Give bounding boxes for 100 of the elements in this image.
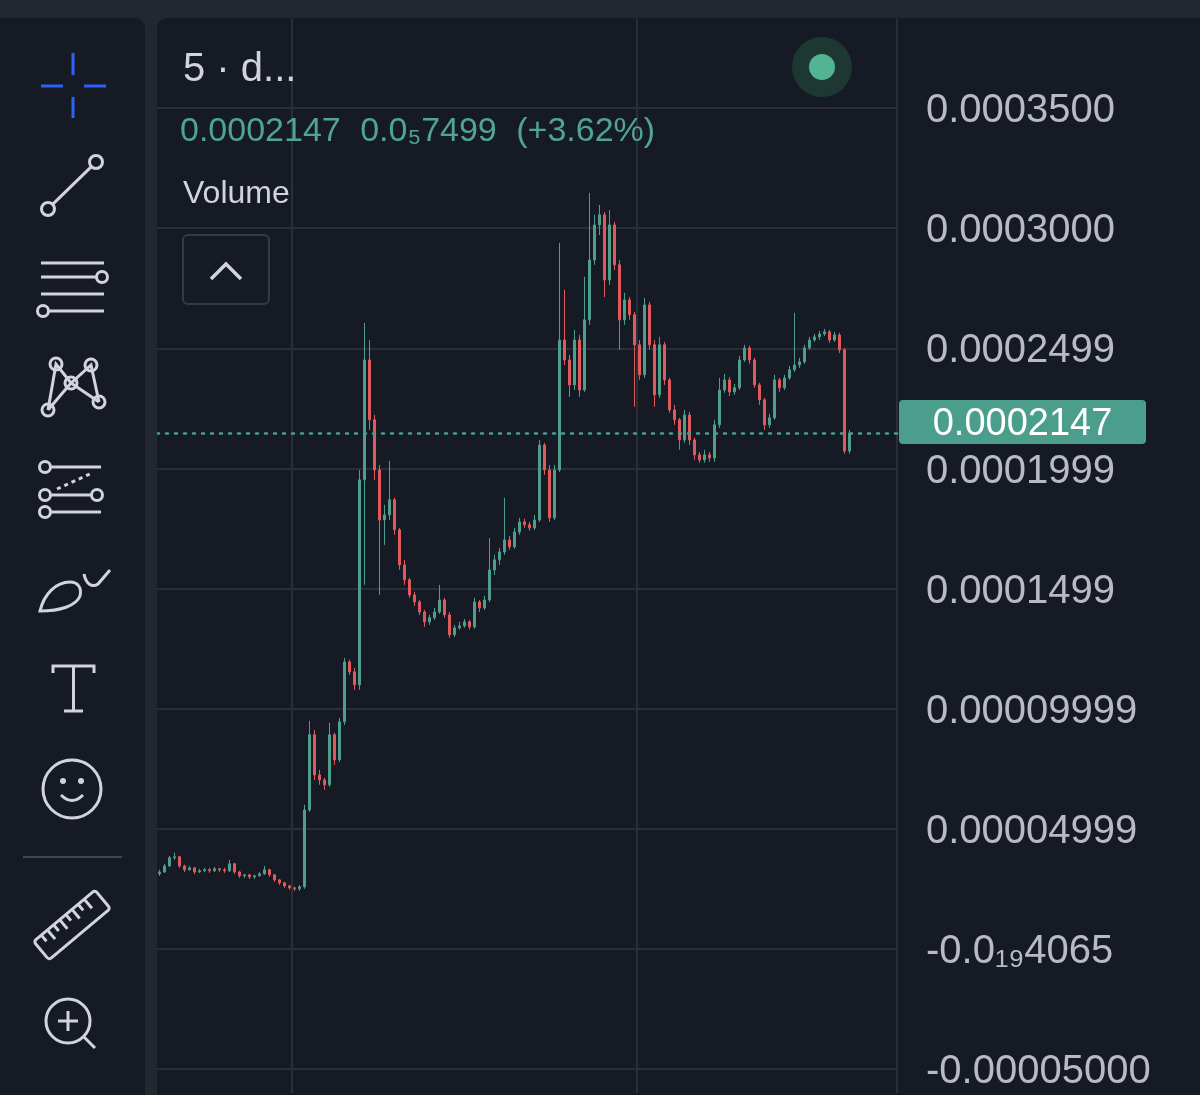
candlestick bbox=[768, 413, 771, 429]
candlestick bbox=[433, 607, 436, 621]
candlestick bbox=[693, 437, 696, 461]
candlestick bbox=[218, 867, 221, 873]
candlestick bbox=[578, 334, 581, 398]
candlestick bbox=[668, 377, 671, 414]
candlestick bbox=[743, 344, 746, 363]
candlestick bbox=[818, 330, 821, 341]
candlestick bbox=[263, 865, 266, 876]
candlestick bbox=[208, 867, 211, 874]
candlestick bbox=[453, 624, 456, 638]
candlestick bbox=[633, 311, 636, 408]
candlestick bbox=[568, 354, 571, 398]
candlestick bbox=[178, 855, 181, 869]
candlestick bbox=[248, 873, 251, 880]
candlestick bbox=[278, 878, 281, 886]
candlestick bbox=[553, 464, 556, 521]
y-tick-label: 0.00009999 bbox=[926, 686, 1138, 731]
candlestick bbox=[673, 404, 676, 426]
candlestick bbox=[198, 868, 201, 874]
candlestick bbox=[703, 449, 706, 464]
candlestick bbox=[608, 209, 611, 286]
candlestick bbox=[778, 377, 781, 393]
candlestick bbox=[488, 537, 491, 603]
candlestick bbox=[773, 374, 776, 421]
y-tick-label: 0.0003500 bbox=[926, 85, 1116, 130]
candlestick bbox=[418, 599, 421, 616]
candlestick bbox=[303, 804, 306, 890]
text: 0.0002147 0.0₅7499 (+3.62%) bbox=[180, 110, 656, 150]
candlestick bbox=[408, 577, 411, 599]
candlestick bbox=[708, 451, 711, 463]
candlestick bbox=[383, 504, 386, 546]
candlestick bbox=[753, 357, 756, 389]
candlestick bbox=[353, 667, 356, 691]
candlestick bbox=[468, 619, 471, 631]
candlestick bbox=[183, 864, 186, 873]
candlestick bbox=[513, 527, 516, 550]
annotation: Volume bbox=[183, 174, 290, 211]
y-tick-label: -0.00005000 bbox=[926, 1046, 1151, 1091]
candlestick bbox=[293, 886, 296, 892]
y-tick-label: 0.00004999 bbox=[926, 806, 1138, 851]
candlestick bbox=[203, 867, 206, 873]
candlestick bbox=[258, 871, 261, 878]
candlestick bbox=[758, 382, 761, 406]
candlestick bbox=[603, 211, 606, 298]
candlestick bbox=[528, 521, 531, 532]
candlestick bbox=[228, 859, 231, 873]
candlestick bbox=[378, 464, 381, 596]
candlestick bbox=[403, 559, 406, 586]
candlestick bbox=[158, 869, 161, 877]
candlestick bbox=[613, 221, 616, 271]
candlestick bbox=[638, 339, 641, 381]
candlestick bbox=[358, 469, 361, 691]
candlestick bbox=[833, 331, 836, 343]
candlestick bbox=[318, 769, 321, 786]
candlestick bbox=[598, 204, 601, 236]
candlestick bbox=[508, 535, 511, 551]
y-tick-label: 0.0002499 bbox=[926, 326, 1116, 371]
candlestick bbox=[588, 192, 591, 326]
candlestick bbox=[563, 289, 566, 366]
candlestick bbox=[533, 514, 536, 531]
candlestick bbox=[503, 497, 506, 556]
candlestick bbox=[798, 357, 801, 369]
candlestick bbox=[168, 855, 171, 868]
text: 5 · d... bbox=[183, 44, 297, 90]
candlestick bbox=[643, 297, 646, 379]
candlestick bbox=[718, 377, 721, 429]
candlestick bbox=[323, 777, 326, 791]
candlestick bbox=[543, 442, 546, 476]
candlestick bbox=[548, 464, 551, 523]
candlestick bbox=[663, 341, 666, 386]
candlestick bbox=[573, 329, 576, 391]
candlestick bbox=[463, 618, 466, 629]
candlestick bbox=[793, 312, 796, 373]
y-tick-label: 0.0003000 bbox=[926, 206, 1116, 251]
candlestick bbox=[723, 373, 726, 394]
y-tick-label: -0.0₁₉4065 bbox=[926, 926, 1114, 971]
candlestick bbox=[808, 336, 811, 351]
candlestick bbox=[223, 867, 226, 874]
candlestick bbox=[413, 591, 416, 607]
candlestick bbox=[478, 599, 481, 613]
candlestick bbox=[738, 355, 741, 391]
candlestick bbox=[648, 301, 651, 351]
candlestick bbox=[698, 451, 701, 464]
candlestick bbox=[308, 720, 311, 813]
candlestick bbox=[518, 517, 521, 536]
candlestick bbox=[268, 868, 271, 878]
candlestick bbox=[823, 328, 826, 337]
candlestick bbox=[653, 339, 656, 408]
candlestick bbox=[368, 339, 371, 431]
candlestick bbox=[523, 518, 526, 529]
candlestick bbox=[373, 414, 376, 481]
candlestick bbox=[843, 347, 846, 455]
candlestick bbox=[783, 374, 786, 391]
candlestick bbox=[393, 497, 396, 536]
candlestick bbox=[788, 365, 791, 381]
candlestick bbox=[438, 584, 441, 615]
candlestick bbox=[273, 873, 276, 883]
candlestick bbox=[803, 344, 806, 365]
candlestick bbox=[428, 614, 431, 626]
